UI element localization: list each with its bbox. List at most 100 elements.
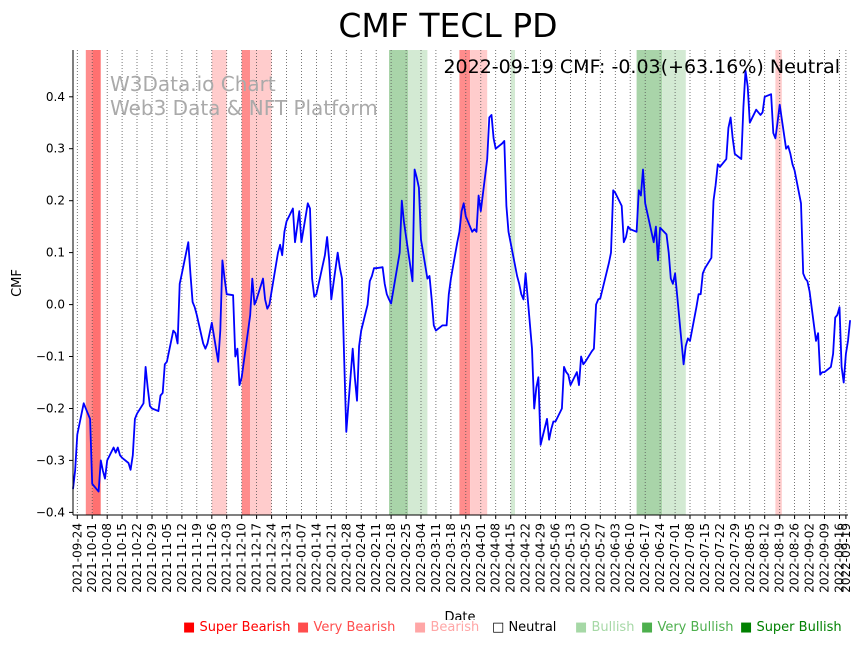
x-tick-label: 2022-09-19 [839, 523, 853, 593]
x-tick-label: 2022-08-26 [788, 523, 802, 593]
date-gridlines [76, 50, 847, 515]
cmf-series-line [72, 69, 851, 493]
x-axis-label: Date [444, 610, 475, 620]
x-tick-label: 2022-07-01 [668, 523, 682, 593]
legend-neutral: □ Neutral [492, 620, 556, 635]
x-tick-label: 2022-03-18 [444, 523, 458, 593]
legend-swatch: ■ [641, 620, 654, 635]
legend-label: Super Bullish [756, 620, 842, 635]
x-tick-label: 2022-06-17 [638, 523, 652, 593]
x-tick-label: 2021-10-22 [130, 523, 144, 593]
x-tick-label: 2022-07-08 [683, 523, 697, 593]
legend-label: Bearish [430, 620, 480, 635]
x-tick-label: 2021-10-29 [145, 523, 159, 593]
legend: ■ Super Bearish ■ Very Bearish ■ Bearish… [0, 620, 867, 640]
x-tick-label: 2022-03-25 [459, 523, 473, 593]
x-tick-label: 2022-04-01 [474, 523, 488, 593]
band-very-bearish-strong [92, 50, 101, 515]
legend-swatch: ■ [740, 620, 753, 635]
cmf-line [72, 69, 851, 493]
y-ticks: −0.4 −0.3 −0.2 −0.1 0.0 0.1 0.2 0.3 0.4 [36, 90, 73, 519]
y-tick-label: 0.4 [46, 90, 65, 104]
x-tick-label: 2022-07-22 [713, 523, 727, 593]
legend-swatch: ■ [297, 620, 310, 635]
legend-super-bearish: ■ Super Bearish [183, 620, 291, 635]
y-tick-label: −0.2 [36, 402, 65, 416]
band-bearish [775, 50, 782, 515]
y-tick-label: −0.1 [36, 350, 65, 364]
x-tick-label: 2022-06-10 [623, 523, 637, 593]
status-annotation: 2022-09-19 CMF: -0.03(+63.16%) Neutral [443, 56, 840, 78]
x-tick-label: 2022-09-09 [818, 523, 832, 593]
x-tick-label: 2021-11-05 [160, 523, 174, 593]
legend-label: Bullish [591, 620, 635, 635]
x-tick-label: 2022-02-18 [384, 523, 398, 593]
legend-swatch: ■ [414, 620, 427, 635]
chart-title: CMF TECL PD [338, 6, 557, 45]
x-tick-label: 2021-09-24 [70, 523, 84, 593]
x-tick-label: 2021-10-15 [115, 523, 129, 593]
legend-swatch: ■ [183, 620, 196, 635]
band-bearish [250, 50, 272, 515]
legend-swatch: ■ [575, 620, 588, 635]
x-tick-label: 2021-12-24 [265, 523, 279, 593]
band-very-bearish [459, 50, 471, 515]
legend-label: Very Bullish [657, 620, 734, 635]
band-very-bearish [241, 50, 251, 515]
band-very-bearish [85, 50, 93, 515]
x-tick-label: 2022-02-04 [354, 523, 368, 593]
x-tick-label: 2021-11-12 [175, 523, 189, 593]
x-tick-label: 2021-12-17 [250, 523, 264, 593]
x-tick-label: 2021-12-31 [280, 523, 294, 593]
x-tick-label: 2022-06-03 [608, 523, 622, 593]
legend-very-bearish: ■ Very Bearish [297, 620, 395, 635]
x-tick-label: 2021-11-19 [190, 523, 204, 593]
x-tick-label: 2022-05-27 [593, 523, 607, 593]
x-tick-label: 2022-07-15 [698, 523, 712, 593]
x-tick-label: 2022-07-29 [728, 523, 742, 593]
cmf-chart: W3Data.io Chart Web3 Data & NFT Platform… [10, 6, 853, 620]
legend-label: Neutral [508, 620, 557, 635]
legend-very-bullish: ■ Very Bullish [641, 620, 734, 635]
legend-label: Very Bearish [313, 620, 396, 635]
x-tick-label: 2022-01-21 [324, 523, 338, 593]
x-tick-label: 2022-05-13 [564, 523, 578, 593]
y-tick-label: −0.4 [36, 505, 65, 519]
x-tick-label: 2022-04-15 [504, 523, 518, 593]
x-tick-label: 2022-03-11 [429, 523, 443, 593]
axes [72, 50, 848, 516]
y-tick-label: 0.1 [46, 246, 65, 260]
x-tick-label: 2022-08-19 [773, 523, 787, 593]
y-tick-label: 0.3 [46, 142, 65, 156]
x-tick-label: 2022-08-12 [758, 523, 772, 593]
x-tick-label: 2022-02-11 [369, 523, 383, 593]
x-tick-label: 2022-09-16 [833, 523, 847, 593]
legend-bullish: ■ Bullish [575, 620, 634, 635]
y-tick-label: 0.0 [46, 298, 65, 312]
x-tick-label: 2022-03-04 [414, 523, 428, 593]
signal-bands [85, 50, 782, 515]
x-tick-label: 2022-04-29 [534, 523, 548, 593]
x-tick-label: 2021-12-10 [235, 523, 249, 593]
y-tick-label: −0.3 [36, 453, 65, 467]
legend-bearish: ■ Bearish [414, 620, 479, 635]
band-bullish-light [510, 50, 515, 515]
x-tick-label: 2022-01-28 [339, 523, 353, 593]
legend-super-bullish: ■ Super Bullish [740, 620, 842, 635]
watermark-line-1: W3Data.io Chart [110, 72, 276, 96]
y-axis-label: CMF [10, 269, 25, 297]
y-tick-label: 0.2 [46, 194, 65, 208]
x-ticks: 2021-09-24 2021-10-01 2021-10-08 2021-10-15… [70, 515, 853, 593]
legend-swatch: □ [492, 620, 505, 635]
band-bearish [211, 50, 227, 515]
band-bullish [389, 50, 409, 515]
x-tick-label: 2022-01-07 [294, 523, 308, 593]
x-tick-label: 2022-06-24 [653, 523, 667, 593]
watermark-line-2: Web3 Data & NFT Platform [110, 96, 378, 120]
x-tick-label: 2022-05-06 [549, 523, 563, 593]
x-tick-label: 2021-11-26 [205, 523, 219, 593]
x-tick-label: 2022-05-20 [578, 523, 592, 593]
x-tick-label: 2022-09-02 [803, 523, 817, 593]
x-tick-label: 2022-02-25 [399, 523, 413, 593]
x-tick-label: 2021-10-08 [100, 523, 114, 593]
